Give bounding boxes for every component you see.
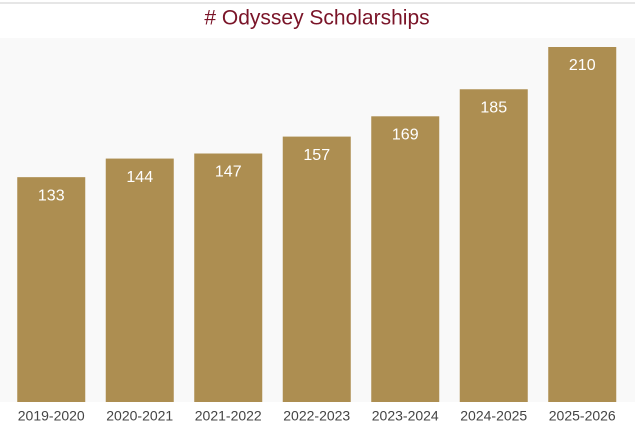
- value-label: 133: [38, 187, 65, 204]
- value-label: 157: [303, 147, 330, 164]
- bar: [371, 116, 440, 403]
- x-tick-label: 2022-2023: [283, 408, 350, 424]
- bar: [105, 158, 174, 402]
- bar: [194, 153, 263, 402]
- value-label: 169: [392, 127, 419, 144]
- value-label: 185: [480, 99, 507, 116]
- x-tick-label: 2024-2025: [460, 408, 527, 424]
- chart-title: # Odyssey Scholarships: [204, 7, 429, 30]
- x-tick-label: 2020-2021: [106, 408, 173, 424]
- value-label: 210: [569, 57, 596, 74]
- value-label: 144: [126, 169, 153, 186]
- bar: [548, 47, 617, 402]
- x-tick-label: 2019-2020: [18, 408, 85, 424]
- x-tick-label: 2023-2024: [372, 408, 439, 424]
- value-label: 147: [215, 164, 242, 181]
- x-tick-label: 2021-2022: [195, 408, 262, 424]
- bar: [17, 177, 86, 402]
- bar: [459, 89, 528, 402]
- x-tick-label: 2025-2026: [549, 408, 616, 424]
- bar: [282, 136, 351, 402]
